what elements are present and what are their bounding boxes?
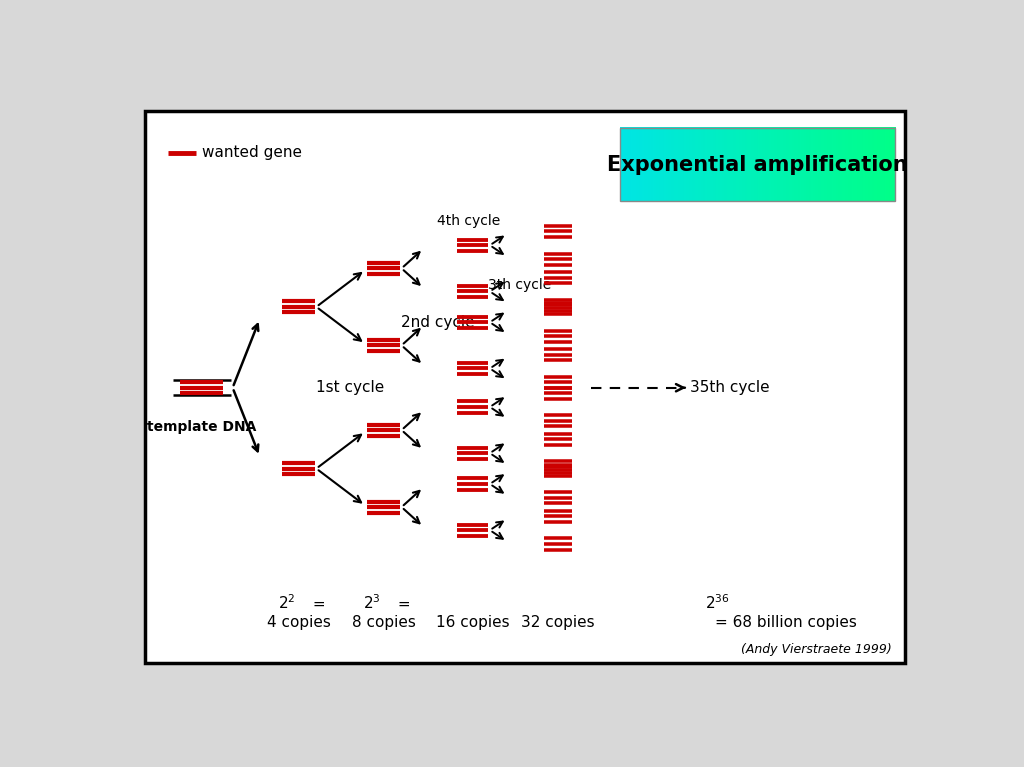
Text: 4th cycle: 4th cycle bbox=[437, 214, 501, 229]
Bar bbox=[621, 128, 895, 202]
Text: $2^{2}$: $2^{2}$ bbox=[279, 593, 296, 612]
Text: template DNA: template DNA bbox=[146, 420, 256, 434]
Text: wanted gene: wanted gene bbox=[203, 146, 302, 160]
Text: 35th cycle: 35th cycle bbox=[690, 380, 769, 395]
Text: 2nd cycle: 2nd cycle bbox=[400, 314, 474, 330]
Text: 16 copies: 16 copies bbox=[436, 615, 510, 630]
Text: 4 copies: 4 copies bbox=[266, 615, 331, 630]
Text: 32 copies: 32 copies bbox=[521, 615, 595, 630]
Text: =: = bbox=[308, 597, 326, 612]
Text: $2^{36}$: $2^{36}$ bbox=[706, 593, 730, 612]
Text: =: = bbox=[393, 597, 411, 612]
Text: 8 copies: 8 copies bbox=[352, 615, 416, 630]
Text: Exponential amplification: Exponential amplification bbox=[607, 155, 908, 175]
Text: 3th cycle: 3th cycle bbox=[488, 278, 552, 292]
Text: $2^{3}$: $2^{3}$ bbox=[364, 593, 381, 612]
Text: 1st cycle: 1st cycle bbox=[315, 380, 384, 395]
Text: = 68 billion copies: = 68 billion copies bbox=[716, 615, 857, 630]
Text: (Andy Vierstraete 1999): (Andy Vierstraete 1999) bbox=[740, 643, 891, 656]
